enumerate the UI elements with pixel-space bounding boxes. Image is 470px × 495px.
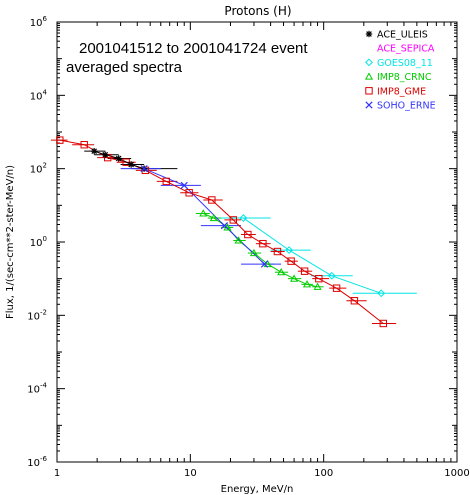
y-tick-label: 10-2 (27, 308, 47, 322)
imp8-gme-point (244, 230, 252, 239)
imp8-crnc-point (249, 248, 258, 257)
imp8-gme-point (185, 189, 193, 197)
imp8-gme-point (259, 239, 267, 248)
chart-title: Protons (H) (224, 4, 291, 18)
legend: ACE_ULEIS ACE_SEPICA GOES08_11 IMP8_CRNC IMP… (364, 30, 436, 112)
x-axis-title: Energy, MeV/n (221, 484, 294, 495)
series-markers (56, 136, 387, 328)
x-tick-label: 1 (54, 468, 60, 479)
goes08-11-point (327, 271, 336, 280)
legend-label-imp8-gme: IMP8_GME (377, 86, 426, 97)
ace-uleis-point (127, 161, 135, 168)
legend-marker-ace-uleis (365, 30, 373, 38)
legend-marker-imp8-gme (365, 87, 373, 95)
legend-marker-imp8-crnc (364, 72, 374, 80)
y-tick-labels: 10-6 10-4 10-2 100 102 104 106 (27, 15, 47, 469)
imp8-gme-point (273, 247, 282, 256)
imp8-gme-point (332, 284, 341, 292)
imp8-crnc-point (290, 274, 299, 282)
imp8-crnc-point (302, 280, 312, 288)
imp8-gme-point (379, 319, 387, 328)
imp8-gme-point (162, 177, 170, 186)
imp8-crnc-point (234, 236, 243, 244)
imp8-gme-point (229, 216, 237, 224)
goes08-11-line (243, 217, 382, 294)
legend-label-imp8-crnc: IMP8_CRNC (377, 72, 432, 83)
goes08-11-point (377, 289, 386, 298)
imp8-gme-point (315, 274, 323, 283)
y-tick-label: 100 (30, 235, 47, 249)
ace-uleis-point (90, 147, 98, 155)
y-tick-label: 10-6 (27, 455, 47, 469)
soho-erne-point (180, 181, 188, 190)
y-tick-label: 104 (30, 88, 48, 102)
imp8-gme-point (300, 267, 309, 275)
imp8-crnc-point (209, 213, 218, 222)
x-tick-label: 1000 (444, 468, 469, 479)
legend-label-ace-sepica: ACE_SEPICA (377, 44, 435, 55)
legend-marker-goes08-11 (365, 58, 373, 67)
x-tick-label: 100 (314, 468, 333, 479)
x-tick-label: 10 (184, 468, 197, 479)
soho-erne-point (220, 221, 228, 230)
soho-erne-point (140, 165, 148, 173)
imp8-gme-point (56, 136, 64, 144)
legend-marker-soho-erne (365, 101, 373, 109)
imp8-gme-point (80, 141, 88, 149)
annotation-line-1: 2001041512 to 2001041724 event (79, 40, 308, 57)
legend-label-soho-erne: SOHO_ERNE (377, 101, 436, 112)
imp8-crnc-point (199, 209, 208, 217)
ace-uleis-point (102, 151, 109, 158)
y-axis-title: Flux, 1/(sec-cm**2-ster-MeV/n) (5, 165, 16, 319)
annotation-line-2: averaged spectra (66, 59, 183, 76)
axis-ticks (56, 21, 457, 463)
soho-erne-point (260, 260, 269, 268)
legend-label-goes08-11: GOES08_11 (377, 58, 433, 69)
imp8-gme-point (287, 257, 295, 265)
y-tick-label: 102 (30, 162, 47, 176)
imp8-gme-point (350, 297, 359, 305)
imp8-gme-point (208, 196, 216, 204)
goes08-11-point (239, 214, 248, 222)
soho-erne-line (143, 168, 265, 265)
legend-label-ace-uleis: ACE_ULEIS (377, 30, 428, 41)
y-tick-label: 10-4 (27, 382, 47, 396)
ace-uleis-point (115, 155, 122, 162)
imp8-crnc-point (277, 267, 286, 276)
imp8-crnc-point (313, 282, 322, 290)
imp8-crnc-line (203, 213, 318, 288)
goes08-11-point (285, 246, 293, 255)
y-tick-label: 106 (30, 15, 48, 29)
x-tick-labels: 1 10 100 1000 (54, 468, 470, 479)
